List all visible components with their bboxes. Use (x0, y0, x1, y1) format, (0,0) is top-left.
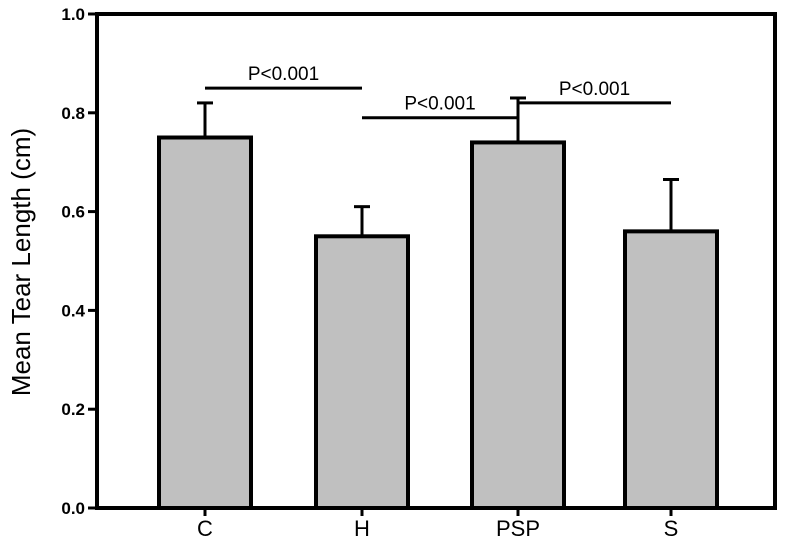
x-tick-label: C (197, 516, 213, 541)
bar-h (314, 234, 410, 511)
y-tick-label: 0.0 (61, 499, 85, 518)
y-axis-ticks: 0.0 0.2 0.4 0.6 0.8 1.0 (61, 5, 97, 518)
significance-label: P<0.001 (404, 94, 475, 115)
significance-label: P<0.001 (559, 79, 630, 100)
bar-s (623, 229, 719, 511)
y-tick-label: 0.2 (61, 400, 85, 419)
error-bars (197, 96, 679, 237)
y-tick-label: 0.6 (61, 203, 85, 222)
y-tick-label: 0.4 (61, 301, 85, 320)
x-tick-label: H (354, 516, 370, 541)
y-tick-label: 0.8 (61, 104, 85, 123)
x-axis-categories: C H PSP S (197, 508, 678, 541)
significance-annotations: P<0.001 P<0.001 P<0.001 (205, 64, 671, 120)
x-tick-label: S (664, 516, 679, 541)
y-tick-label: 1.0 (61, 5, 85, 24)
significance-label: P<0.001 (248, 64, 319, 85)
bar-psp (470, 140, 566, 510)
x-tick-label: PSP (496, 516, 540, 541)
bars (157, 135, 719, 511)
bar-c (157, 135, 253, 510)
plot-frame (95, 12, 777, 510)
y-axis-title: Mean Tear Length (cm) (6, 128, 36, 396)
